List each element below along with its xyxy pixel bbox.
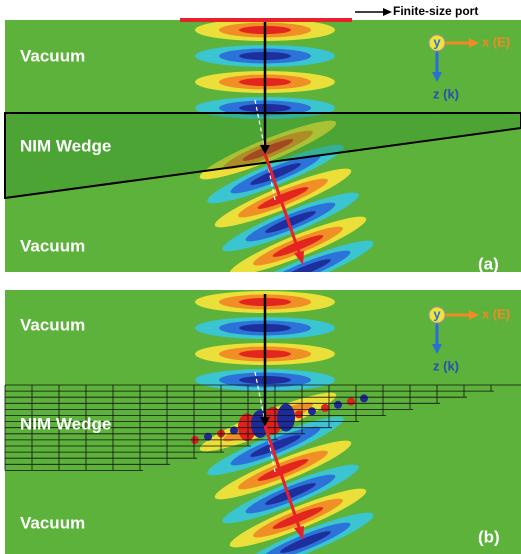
axis-z-label: z (k) (433, 358, 459, 373)
field-band (280, 531, 331, 553)
incident-ray-head (260, 417, 270, 426)
field-band (272, 507, 324, 529)
surface-field (295, 410, 303, 419)
axis-y-label: y (433, 306, 441, 321)
surface-field (230, 426, 238, 435)
refracted-ray-head (294, 526, 304, 540)
field-band (257, 459, 309, 481)
wedge (4, 112, 521, 200)
field-band (265, 211, 316, 233)
mesh (4, 384, 521, 471)
panel-b-labels: Vacuum NIM Wedge Vacuum (b) (20, 315, 500, 546)
surface-field (334, 400, 342, 409)
surface-field (308, 407, 316, 416)
field-band (242, 139, 294, 161)
panel-label: (a) (478, 254, 499, 273)
panel-label: (b) (478, 527, 500, 546)
field-band (265, 483, 316, 505)
field-band (250, 435, 301, 457)
region-label: Vacuum (20, 46, 85, 65)
incident-ray-head (260, 145, 270, 154)
region-label: Vacuum (20, 513, 85, 532)
field-band (257, 187, 309, 209)
axis-x-label: x (E) (482, 34, 510, 49)
axis-x-head (469, 38, 479, 48)
surface-field (204, 432, 212, 441)
axis-y-label: y (433, 34, 441, 49)
port-label: Finite-size port (393, 4, 478, 18)
refracted-ray-head (294, 251, 304, 265)
axis-z-head (432, 344, 442, 354)
field-band (280, 259, 331, 272)
axis-z-head (432, 72, 442, 82)
surface-field (360, 394, 368, 403)
axis-y (428, 34, 446, 52)
port-pointer-head (383, 8, 392, 16)
surface-field (347, 397, 355, 406)
axis-y (428, 306, 446, 324)
region-label: Vacuum (20, 236, 85, 255)
surface-field (277, 403, 295, 432)
axis-x-head (469, 310, 479, 320)
surface-field (321, 404, 329, 412)
panel-a-labels: Vacuum NIM Wedge Vacuum (a) (20, 46, 499, 273)
region-label: NIM Wedge (20, 136, 111, 155)
axis-x-label: x (E) (482, 306, 510, 321)
axis-z-label: z (k) (433, 86, 459, 101)
refracted-ray (263, 153, 302, 256)
region-label: Vacuum (20, 315, 85, 334)
field-band (250, 163, 301, 185)
region-label: NIM Wedge (20, 414, 111, 433)
refracted-ray (263, 425, 302, 531)
